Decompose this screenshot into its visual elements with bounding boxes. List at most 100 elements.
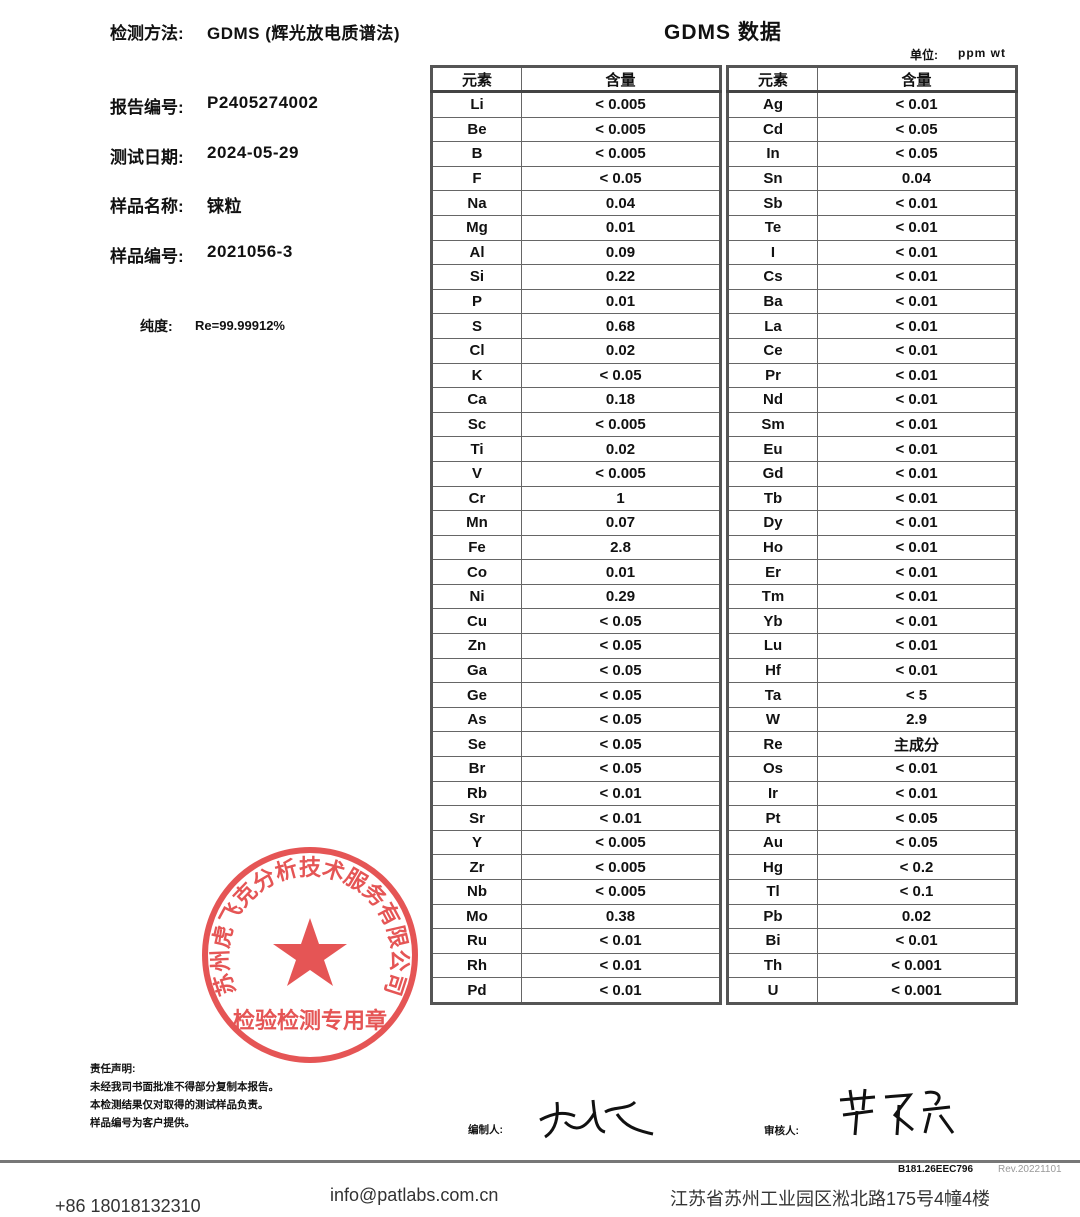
seal-ring xyxy=(202,847,418,1063)
table-row: Pr < 0.01 xyxy=(727,362,1017,389)
content-cell: < 0.01 xyxy=(817,780,1017,807)
table-row: Au < 0.05 xyxy=(727,829,1017,856)
table-row: Tb < 0.01 xyxy=(727,485,1017,512)
table-row: Er < 0.01 xyxy=(727,559,1017,585)
table-row: Ge < 0.05 xyxy=(431,682,721,708)
content-cell: < 0.01 xyxy=(521,928,721,954)
disclaimer-line: 未经我司书面批准不得部分复制本报告。 xyxy=(90,1081,279,1093)
table-row: Cs < 0.01 xyxy=(727,264,1017,290)
table-row: Sn 0.04 xyxy=(727,165,1017,192)
content-cell: 2.8 xyxy=(521,534,721,561)
content-cell: < 0.01 xyxy=(817,534,1017,561)
table-row: Rb < 0.01 xyxy=(431,780,721,807)
element-cell: I xyxy=(727,239,818,266)
element-cell: Mn xyxy=(431,510,522,536)
element-cell: Zr xyxy=(431,854,522,880)
element-cell: Re xyxy=(727,731,818,758)
element-cell: Se xyxy=(431,731,522,758)
disclaimer: 责任声明: 未经我司书面批准不得部分复制本报告。 本检测结果仅对取得的测试样品负… xyxy=(90,1060,279,1132)
purity-label: 纯度: xyxy=(140,318,173,334)
table-row: Si 0.22 xyxy=(431,264,721,290)
content-cell: 1 xyxy=(521,485,721,512)
seal-inner-text: 检验检测专用章 xyxy=(233,1008,387,1034)
content-cell: < 0.01 xyxy=(817,288,1017,315)
element-cell: Al xyxy=(431,239,522,266)
table-row: Os < 0.01 xyxy=(727,756,1017,782)
disclaimer-line: 本检测结果仅对取得的测试样品负责。 xyxy=(90,1099,269,1111)
content-cell: < 0.05 xyxy=(521,633,721,659)
content-cell: < 0.01 xyxy=(817,214,1017,241)
element-cell: Co xyxy=(431,559,522,585)
table-row: I < 0.01 xyxy=(727,239,1017,266)
footer-email[interactable]: info@patlabs.com.cn xyxy=(330,1185,499,1205)
footer-divider xyxy=(0,1160,1080,1163)
content-cell: < 0.005 xyxy=(521,854,721,880)
element-cell: Zn xyxy=(431,633,522,659)
content-cell: < 0.01 xyxy=(817,608,1017,635)
table-row: Mg 0.01 xyxy=(431,214,721,241)
content-cell: < 0.01 xyxy=(817,264,1017,290)
content-cell: < 0.01 xyxy=(817,657,1017,684)
table-row: Pt < 0.05 xyxy=(727,805,1017,831)
table-row: Yb < 0.01 xyxy=(727,608,1017,635)
content-cell: < 0.1 xyxy=(817,879,1017,905)
table-row: Ir < 0.01 xyxy=(727,780,1017,807)
element-cell: Mo xyxy=(431,903,522,930)
element-cell: Pd xyxy=(431,977,522,1004)
table-row: Pb 0.02 xyxy=(727,903,1017,930)
table-row: Cu < 0.05 xyxy=(431,608,721,635)
element-cell: Nd xyxy=(727,387,818,413)
element-cell: Pr xyxy=(727,362,818,389)
column-header-element: 元素 xyxy=(431,66,522,93)
reviewer-signature xyxy=(839,1088,955,1136)
content-cell: < 0.01 xyxy=(521,805,721,831)
content-cell: < 0.05 xyxy=(521,756,721,782)
editor-label: 编制人: xyxy=(468,1124,503,1136)
element-cell: P xyxy=(431,288,522,315)
disclaimer-line: 样品编号为客户提供。 xyxy=(90,1117,195,1129)
table-row: Rh < 0.01 xyxy=(431,952,721,979)
document-code: B181.26EEC796 xyxy=(898,1164,974,1175)
table-row: Cr 1 xyxy=(431,485,721,512)
element-cell: Si xyxy=(431,264,522,290)
content-cell: 0.22 xyxy=(521,264,721,290)
table-row: Na 0.04 xyxy=(431,190,721,216)
content-cell: 0.01 xyxy=(521,214,721,241)
element-cell: Yb xyxy=(727,608,818,635)
content-cell: < 0.001 xyxy=(817,952,1017,979)
element-cell: Nb xyxy=(431,879,522,905)
table-row: Ba < 0.01 xyxy=(727,288,1017,315)
sample-name-value: 铼粒 xyxy=(207,197,242,216)
content-cell: < 0.05 xyxy=(521,706,721,733)
element-cell: Bi xyxy=(727,928,818,954)
element-cell: Ho xyxy=(727,534,818,561)
table-row: Nd < 0.01 xyxy=(727,387,1017,413)
element-cell: Dy xyxy=(727,510,818,536)
purity-value: Re=99.99912% xyxy=(195,318,285,333)
content-cell: < 0.01 xyxy=(817,928,1017,954)
content-cell: 0.04 xyxy=(817,165,1017,192)
table-row: S 0.68 xyxy=(431,313,721,339)
content-cell: < 0.05 xyxy=(817,805,1017,831)
column-header-content: 含量 xyxy=(817,66,1017,93)
content-cell: < 0.05 xyxy=(521,362,721,389)
content-cell: < 0.005 xyxy=(521,411,721,438)
table-row: Tl < 0.1 xyxy=(727,879,1017,905)
element-cell: Te xyxy=(727,214,818,241)
table-row: In < 0.05 xyxy=(727,141,1017,167)
report-no-value: P2405274002 xyxy=(207,93,319,112)
element-cell: Eu xyxy=(727,436,818,462)
element-cell: Fe xyxy=(431,534,522,561)
element-cell: In xyxy=(727,141,818,167)
sample-no-value: 2021056-3 xyxy=(207,242,293,261)
element-cell: Au xyxy=(727,829,818,856)
content-cell: 0.01 xyxy=(521,559,721,585)
table-row: Lu < 0.01 xyxy=(727,633,1017,659)
seal-star-icon xyxy=(273,918,347,986)
content-cell: < 0.01 xyxy=(817,190,1017,216)
content-cell: < 5 xyxy=(817,682,1017,708)
element-cell: Ge xyxy=(431,682,522,708)
element-cell: Th xyxy=(727,952,818,979)
element-cell: Cl xyxy=(431,337,522,364)
table-row: W 2.9 xyxy=(727,706,1017,733)
